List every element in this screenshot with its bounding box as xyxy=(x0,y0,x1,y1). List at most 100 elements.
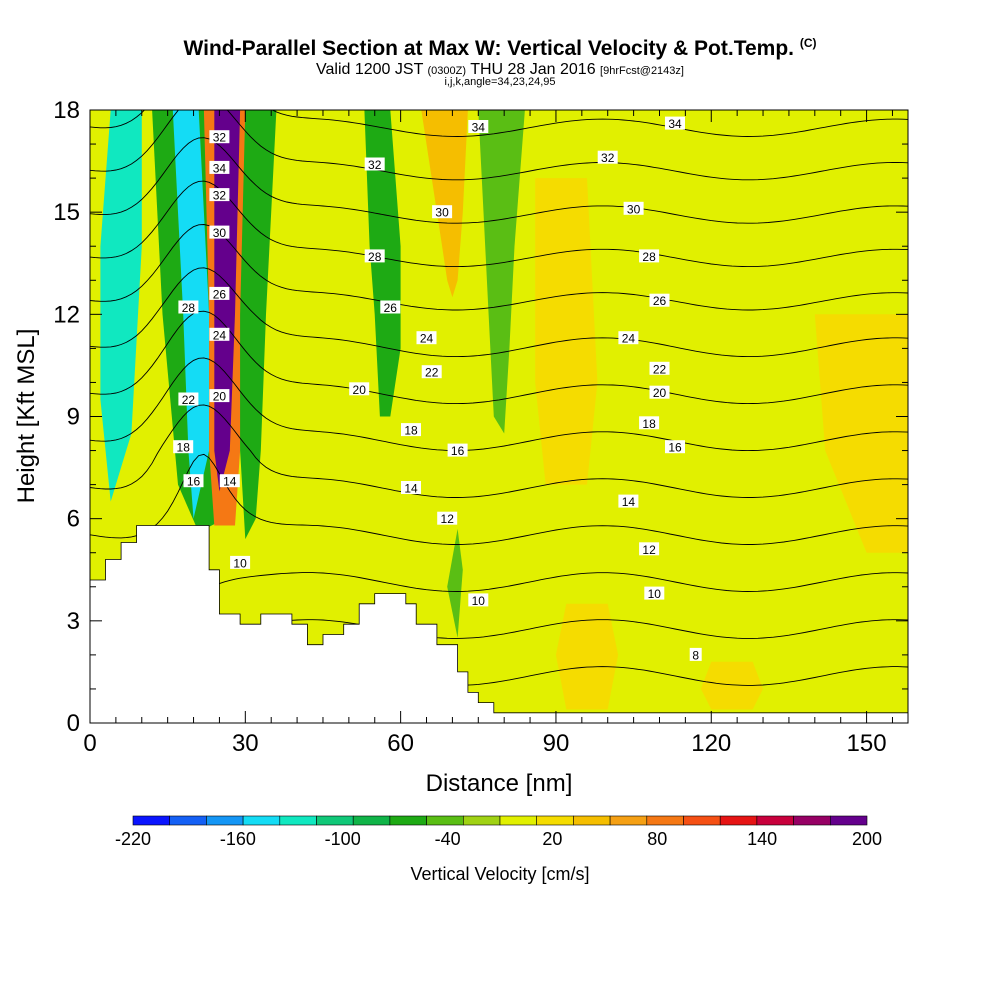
contour-label: 14 xyxy=(622,495,636,509)
contour-label: 32 xyxy=(368,158,382,172)
contour-label-box xyxy=(349,382,370,396)
contour-label-box xyxy=(649,361,670,375)
contour-label-box xyxy=(597,150,618,164)
colorbar-swatch xyxy=(352,815,391,826)
contour-label: 34 xyxy=(213,161,227,175)
velocity-band xyxy=(100,110,142,502)
colorbar-swatch xyxy=(132,815,171,826)
contour-label-box xyxy=(209,160,230,174)
contour-label: 34 xyxy=(472,121,486,135)
x-tick-label: 60 xyxy=(387,730,414,757)
colorbar-swatch xyxy=(279,815,317,826)
contour-label-box xyxy=(209,327,230,341)
colorbar-swatch xyxy=(169,815,207,826)
velocity-band xyxy=(447,528,463,638)
x-tick-label: 30 xyxy=(232,730,259,757)
colorbar-swatch xyxy=(499,815,538,826)
colorbar-swatch xyxy=(316,815,354,826)
contour-label: 26 xyxy=(213,287,227,301)
contour-label-box xyxy=(639,542,660,556)
theta-contour xyxy=(90,137,908,224)
contour-label-box xyxy=(364,249,385,263)
contour-label-box xyxy=(623,201,644,215)
velocity-band xyxy=(814,314,908,553)
contour-label-box xyxy=(639,416,660,430)
colorbar-swatch xyxy=(793,815,831,826)
colorbar-swatch xyxy=(683,815,721,826)
colorbar-swatch xyxy=(536,815,574,826)
theta-contour xyxy=(90,110,908,137)
contour-label: 14 xyxy=(223,475,237,489)
colorbar-swatch xyxy=(206,815,244,826)
contour-label-box xyxy=(401,481,421,494)
contour-label: 30 xyxy=(435,206,449,220)
colorbar-swatch xyxy=(829,815,868,826)
y-tick-label: 0 xyxy=(67,710,80,737)
colorbar-tick-label: 20 xyxy=(542,829,562,849)
contour-label-box xyxy=(173,440,194,454)
contour-label: 20 xyxy=(353,383,367,397)
x-tick-label: 120 xyxy=(691,730,731,757)
theta-contour xyxy=(90,224,908,311)
contour-label-box xyxy=(468,120,489,133)
theta-contour xyxy=(90,310,908,405)
colorbar-tick-label: 140 xyxy=(747,829,777,849)
contour-label: 32 xyxy=(213,131,227,145)
contour-label-box xyxy=(665,440,685,454)
contour-label-box xyxy=(618,331,639,345)
x-tick-label: 150 xyxy=(847,730,887,757)
colorbar-tick-label: 80 xyxy=(647,829,667,849)
colorbar-swatch xyxy=(426,815,464,826)
theta-contour xyxy=(90,267,908,358)
contour-label: 30 xyxy=(213,226,227,240)
contour-label-box xyxy=(178,300,199,314)
contour-label: 12 xyxy=(441,512,455,526)
colorbar-tick-label: -160 xyxy=(220,829,256,849)
contour-label-box xyxy=(178,392,199,406)
y-tick-label: 6 xyxy=(67,506,80,533)
y-tick-label: 12 xyxy=(53,301,80,328)
colorbar-swatch xyxy=(756,815,794,826)
contour-label-box xyxy=(468,593,489,607)
contour-label-box xyxy=(639,249,660,263)
contour-label-box xyxy=(421,365,442,379)
contour-label-box xyxy=(209,225,230,239)
contour-label-box xyxy=(219,474,240,488)
colorbar-tick-label: -100 xyxy=(325,829,361,849)
contour-label: 24 xyxy=(622,332,636,346)
y-axis-label: Height [Kft MSL] xyxy=(13,329,40,504)
velocity-band xyxy=(240,110,277,540)
contour-label-box xyxy=(689,647,702,661)
contour-label-box xyxy=(649,293,670,307)
contour-label: 32 xyxy=(213,189,227,203)
y-tick-label: 15 xyxy=(53,199,80,226)
colorbar-swatch xyxy=(609,815,648,826)
contour-label-box xyxy=(183,474,204,488)
contour-label: 14 xyxy=(404,482,418,496)
contour-label-box xyxy=(618,494,639,508)
contour-label: 16 xyxy=(668,441,682,455)
theta-contour xyxy=(90,572,908,592)
contour-label: 26 xyxy=(384,301,398,315)
contour-label: 10 xyxy=(648,587,662,601)
contour-label: 22 xyxy=(653,362,667,376)
x-tick-label: 90 xyxy=(543,730,570,757)
contour-label-box xyxy=(644,586,665,600)
contour-label: 26 xyxy=(653,294,667,308)
colorbar-tick-label: -220 xyxy=(115,829,151,849)
velocity-band xyxy=(364,110,401,417)
contour-label-box xyxy=(437,511,458,525)
colorbar-swatch xyxy=(573,815,611,826)
velocity-band xyxy=(535,178,598,485)
velocity-band xyxy=(700,661,763,710)
contour-label: 18 xyxy=(404,424,418,438)
theta-contour xyxy=(90,404,908,498)
theta-contour xyxy=(90,110,908,181)
terrain-mask xyxy=(90,525,908,723)
colorbar-label: Vertical Velocity [cm/s] xyxy=(410,864,589,884)
contour-label: 22 xyxy=(425,366,439,380)
contour-label-box xyxy=(209,286,230,300)
contour-label: 8 xyxy=(692,648,699,662)
contour-label: 12 xyxy=(642,543,656,557)
y-tick-label: 18 xyxy=(53,97,80,124)
